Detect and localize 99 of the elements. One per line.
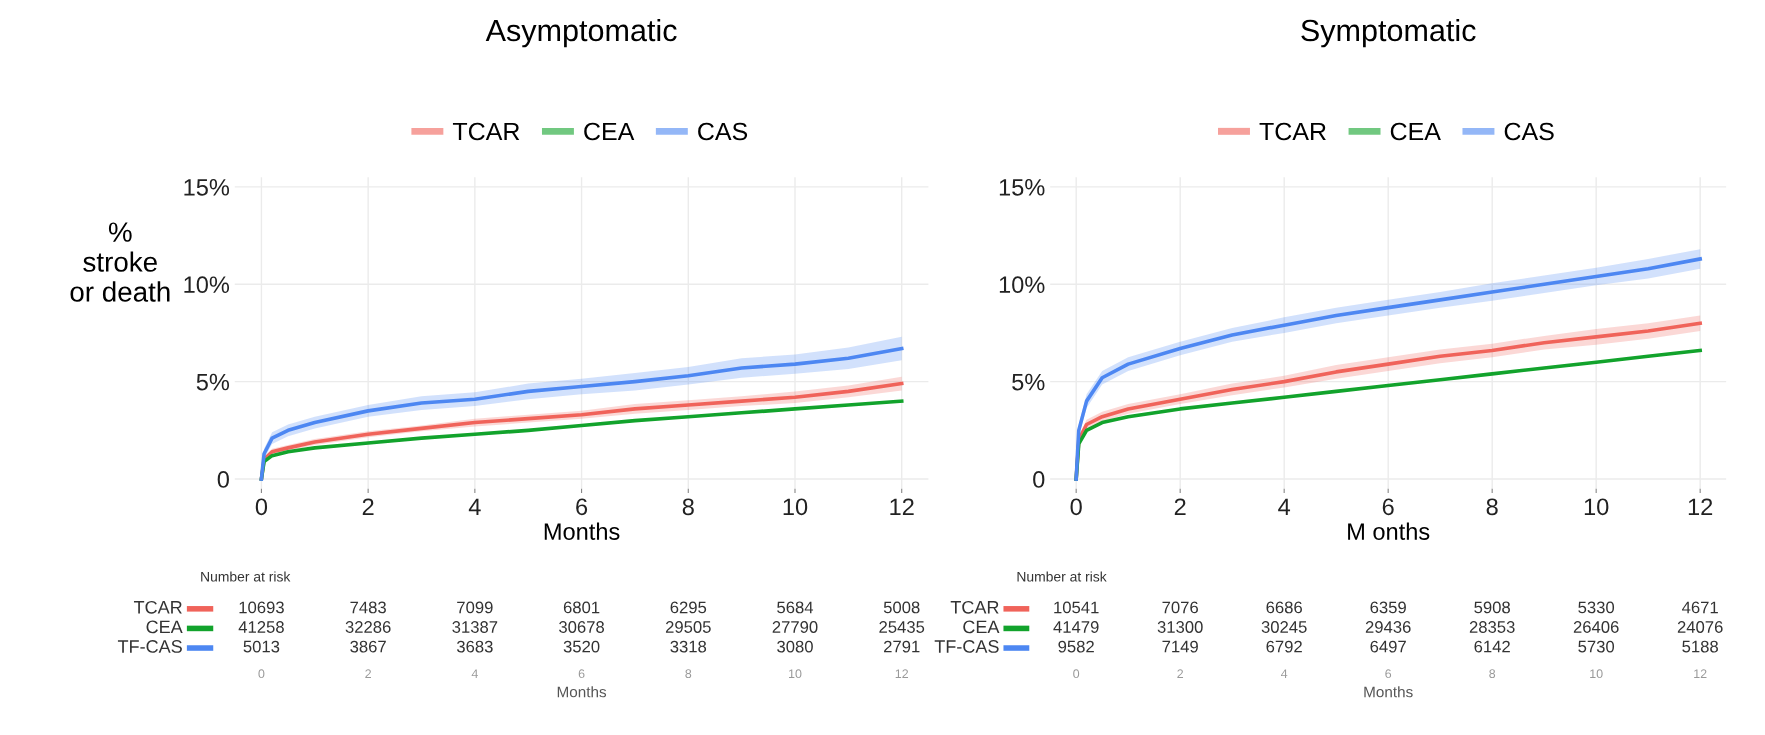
x-tick-label: 12 — [1694, 669, 1707, 678]
data-label: 26406 — [1573, 621, 1619, 633]
x-tick-label: 0 — [255, 498, 268, 516]
data-label: 29436 — [1365, 621, 1411, 633]
x-tick-label: 10 — [1584, 498, 1609, 516]
data-label: 7076 — [1162, 601, 1198, 614]
data-label: 32286 — [345, 621, 391, 633]
data-label: 10541 — [1054, 601, 1099, 614]
data-label: 6142 — [1474, 640, 1510, 653]
x-tick-label: 4 — [1280, 669, 1288, 678]
y-tick-label: TCAR — [133, 600, 182, 614]
data-label: 3867 — [350, 640, 386, 653]
data-label: 6295 — [670, 601, 707, 614]
x-axis-title: Months — [1364, 686, 1413, 698]
data-label: 5013 — [243, 640, 280, 653]
x-tick-label: 12 — [895, 669, 909, 678]
data-label: 6686 — [1266, 601, 1302, 614]
x-tick-label: 8 — [1489, 669, 1496, 679]
y-tick-label: CEA — [146, 620, 183, 634]
legend-label: CAS — [1504, 122, 1554, 141]
x-tick-label: 10 — [1590, 669, 1603, 679]
data-label: 6801 — [563, 601, 600, 614]
x-tick-label: 0 — [1073, 669, 1080, 679]
y-tick-label: CEA — [963, 620, 1000, 634]
y-tick-label: TCAR — [950, 600, 999, 614]
y-tick-label: 10% — [184, 276, 230, 294]
data-label: 6359 — [1370, 601, 1406, 614]
data-label: 28353 — [1469, 621, 1515, 633]
data-label: 25435 — [879, 621, 925, 633]
chart-title: Symptomatic — [1301, 18, 1476, 48]
x-axis-title: Months — [557, 686, 607, 698]
x-axis-title: M onths — [1348, 522, 1430, 540]
x-tick-label: 12 — [890, 498, 914, 515]
x-tick-label: 10 — [783, 498, 808, 516]
x-tick-label: 6 — [1385, 669, 1392, 679]
x-tick-label: 8 — [682, 498, 694, 516]
x-tick-label: 12 — [1688, 498, 1713, 515]
y-tick-label: 0 — [217, 471, 229, 488]
y-tick-label: 0 — [1033, 471, 1045, 488]
x-tick-label: 4 — [1278, 498, 1291, 515]
x-tick-label: 2 — [1177, 669, 1184, 678]
y-tick-label: TF-CAS — [934, 640, 999, 653]
data-label: 41479 — [1053, 621, 1099, 633]
data-label: 3318 — [670, 640, 707, 653]
data-label: 30678 — [559, 621, 605, 633]
data-label: 2791 — [884, 640, 920, 653]
legend-label: TCAR — [452, 122, 520, 141]
data-label: 10693 — [239, 601, 284, 614]
x-tick-label: 8 — [1486, 498, 1498, 516]
x-tick-label: 6 — [1382, 498, 1394, 516]
x-axis-title: Months — [544, 522, 620, 540]
data-label: 31387 — [452, 621, 498, 633]
data-label: 31300 — [1157, 621, 1203, 633]
y-axis-title: % stroke or death — [70, 222, 170, 302]
data-label: 27790 — [772, 621, 818, 633]
x-tick-label: 6 — [578, 669, 585, 679]
data-label: 41258 — [238, 621, 284, 633]
data-label: 29505 — [665, 621, 711, 633]
x-tick-label: 2 — [1174, 498, 1186, 515]
data-label: 5908 — [1474, 601, 1510, 614]
data-label: 7099 — [457, 601, 493, 614]
data-label: 6497 — [1370, 640, 1406, 653]
chart-title: Number at risk — [201, 571, 291, 582]
data-label: 30245 — [1261, 621, 1307, 633]
y-tick-label: 5% — [196, 373, 230, 391]
legend-label: TCAR — [1259, 122, 1326, 141]
legend-label: CAS — [698, 122, 748, 141]
x-tick-label: 2 — [365, 669, 371, 678]
data-label: 5188 — [1682, 640, 1718, 653]
data-label: 7483 — [350, 601, 386, 614]
x-tick-label: 0 — [1070, 498, 1082, 516]
data-label: 4671 — [1682, 601, 1718, 614]
data-label: 3520 — [563, 640, 600, 653]
chart-title: Asymptomatic — [485, 18, 677, 48]
data-label: 3683 — [456, 640, 493, 653]
data-label: 3080 — [777, 640, 813, 653]
x-tick-label: 2 — [362, 498, 374, 515]
x-tick-label: 8 — [685, 669, 692, 679]
y-tick-label: 15% — [184, 179, 230, 196]
y-tick-label: TF-CAS — [117, 640, 182, 653]
x-tick-label: 6 — [576, 498, 588, 516]
x-tick-label: 4 — [471, 669, 478, 678]
data-label: 5330 — [1578, 601, 1615, 614]
legend-label: CEA — [584, 122, 635, 141]
data-label: 5008 — [883, 601, 920, 614]
y-tick-label: 10% — [999, 276, 1045, 294]
y-tick-label: 15% — [999, 179, 1045, 196]
data-label: 5684 — [777, 601, 814, 614]
data-label: 6792 — [1266, 640, 1302, 653]
y-tick-label: 5% — [1012, 373, 1045, 391]
data-label: 5730 — [1578, 640, 1615, 653]
data-label: 7149 — [1162, 640, 1198, 653]
legend-label: CEA — [1390, 122, 1441, 141]
data-label: 9582 — [1058, 640, 1094, 653]
x-tick-label: 4 — [468, 498, 481, 515]
chart-title: Number at risk — [1017, 571, 1107, 582]
data-label: 24076 — [1677, 621, 1723, 633]
x-tick-label: 10 — [789, 669, 802, 679]
x-tick-label: 0 — [258, 669, 265, 679]
